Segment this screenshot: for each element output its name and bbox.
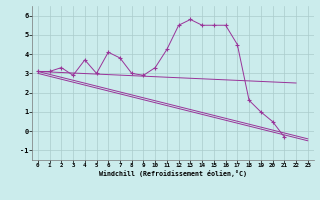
X-axis label: Windchill (Refroidissement éolien,°C): Windchill (Refroidissement éolien,°C) xyxy=(99,170,247,177)
